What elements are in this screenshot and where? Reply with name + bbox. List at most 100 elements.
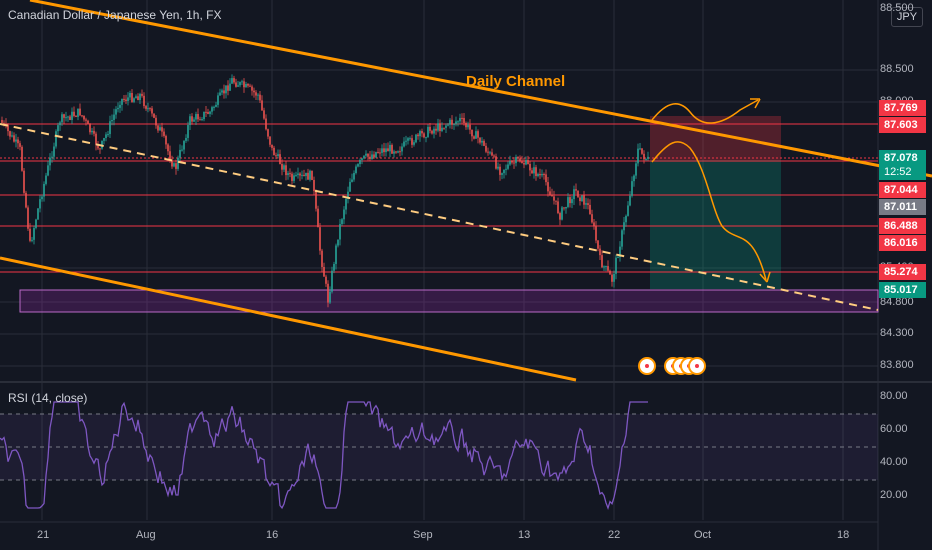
economic-events[interactable] xyxy=(638,357,708,379)
candlesticks xyxy=(1,74,649,308)
candle-body xyxy=(467,124,469,128)
candle-body xyxy=(99,148,101,150)
candle-body xyxy=(553,196,555,201)
candle-body xyxy=(7,124,9,132)
candle-body xyxy=(241,81,243,83)
candle-body xyxy=(153,113,155,118)
candle-body xyxy=(111,119,113,122)
candle-body xyxy=(25,192,27,208)
candle-body xyxy=(89,123,91,133)
candle-body xyxy=(77,108,79,117)
candle-body xyxy=(215,104,217,107)
candle-body xyxy=(299,173,301,176)
candle-body xyxy=(167,144,169,152)
candle-body xyxy=(173,163,175,167)
candle-body xyxy=(557,201,559,214)
candle-body xyxy=(527,160,529,164)
candle-body xyxy=(47,165,49,176)
candle-body xyxy=(369,156,371,159)
candle-body xyxy=(371,154,373,159)
candle-body xyxy=(213,106,215,108)
candle-body xyxy=(317,208,319,228)
candle-body xyxy=(301,174,303,176)
candle-body xyxy=(135,96,137,99)
candle-body xyxy=(537,173,539,177)
candle-body xyxy=(407,138,409,141)
candle-body xyxy=(531,170,533,174)
candle-body xyxy=(127,97,129,102)
candle-body xyxy=(433,128,435,134)
price-badge-87769: 87.769 xyxy=(879,100,926,116)
candle-body xyxy=(399,151,401,153)
candle-body xyxy=(157,125,159,131)
rsi-tick: 60.00 xyxy=(880,423,908,435)
canada-flag-icon[interactable] xyxy=(688,357,706,375)
candle-body xyxy=(565,206,567,209)
date-label: Sep xyxy=(413,529,433,541)
last-price: 87.078 xyxy=(884,152,918,164)
candle-body xyxy=(551,194,553,197)
rsi-legend[interactable]: RSI (14, close) xyxy=(8,391,88,405)
candle-body xyxy=(189,116,191,126)
candle-body xyxy=(267,129,269,137)
candle-body xyxy=(119,104,121,108)
candle-body xyxy=(117,107,119,110)
candle-body xyxy=(411,138,413,145)
candle-body xyxy=(609,270,611,275)
candle-body xyxy=(315,191,317,209)
candle-body xyxy=(65,117,67,119)
candle-body xyxy=(501,173,503,175)
candle-body xyxy=(279,154,281,165)
candle-body xyxy=(109,121,111,135)
daily-channel-label[interactable]: Daily Channel xyxy=(466,73,566,90)
candle-body xyxy=(245,83,247,88)
symbol-title[interactable]: Canadian Dollar / Japanese Yen, 1h, FX xyxy=(8,8,222,22)
candle-body xyxy=(431,130,433,134)
candle-body xyxy=(633,175,635,182)
candle-body xyxy=(443,127,445,129)
candle-body xyxy=(151,108,153,114)
candle-body xyxy=(637,148,639,164)
candle-body xyxy=(79,108,81,116)
candle-body xyxy=(393,151,395,154)
currency-button[interactable]: JPY xyxy=(891,7,923,27)
channel-midline[interactable] xyxy=(0,123,879,311)
candle-body xyxy=(453,123,455,125)
candle-body xyxy=(619,246,621,258)
candle-body xyxy=(313,179,315,192)
candle-body xyxy=(35,219,37,229)
candle-body xyxy=(529,163,531,171)
candle-body xyxy=(93,130,95,134)
candle-body xyxy=(239,82,241,86)
channel-lower-line[interactable] xyxy=(0,256,577,382)
bearish-projection-path[interactable] xyxy=(651,141,767,281)
candle-body xyxy=(641,148,643,154)
candle-body xyxy=(185,137,187,141)
canada-flag-icon[interactable] xyxy=(638,357,656,375)
candle-body xyxy=(183,140,185,150)
candle-body xyxy=(439,123,441,131)
candle-body xyxy=(233,78,235,83)
candle-body xyxy=(143,95,145,107)
candle-body xyxy=(181,149,183,151)
candle-body xyxy=(517,157,519,159)
channel-upper-line[interactable] xyxy=(29,0,932,178)
candle-body xyxy=(575,189,577,191)
candle-body xyxy=(75,116,77,118)
candle-body xyxy=(61,114,63,123)
candle-body xyxy=(27,207,29,229)
target-zone[interactable] xyxy=(650,160,781,289)
level-lines[interactable] xyxy=(0,123,878,273)
candle-body xyxy=(473,136,475,139)
candle-body xyxy=(275,155,277,157)
candle-body xyxy=(155,117,157,126)
date-label: 13 xyxy=(518,529,531,541)
demand-zone[interactable] xyxy=(19,289,879,313)
candle-body xyxy=(69,116,71,120)
bullish-projection-path[interactable] xyxy=(651,99,759,124)
candle-body xyxy=(223,90,225,94)
candle-body xyxy=(567,197,569,207)
candle-body xyxy=(585,203,587,205)
candle-body xyxy=(351,179,353,182)
